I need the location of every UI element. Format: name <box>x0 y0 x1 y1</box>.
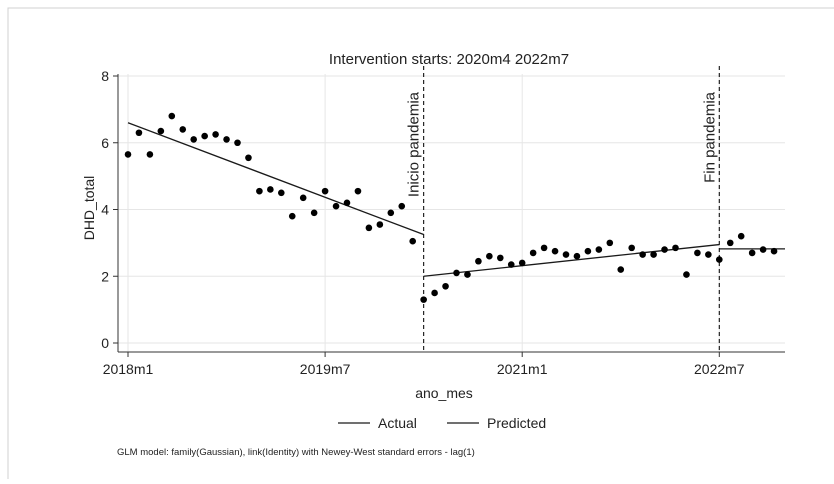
actual-point <box>267 186 274 193</box>
actual-point <box>343 199 351 207</box>
actual-point <box>551 247 559 255</box>
y-tick-label: 6 <box>101 135 109 151</box>
predicted-line-segment <box>127 122 424 236</box>
x-tick-label: 2021m1 <box>497 361 548 377</box>
actual-point <box>387 209 395 217</box>
x-tick-label: 2018m1 <box>103 361 154 377</box>
actual-point <box>288 212 296 220</box>
actual-point <box>146 151 154 158</box>
actual-point <box>234 139 241 147</box>
actual-point <box>310 209 318 217</box>
actual-point <box>770 247 778 255</box>
y-tick-label: 8 <box>101 68 109 84</box>
actual-point <box>212 131 219 138</box>
actual-point <box>573 252 581 260</box>
actual-point <box>595 246 603 253</box>
actual-point <box>683 271 690 278</box>
intervention-lines: Inicio pandemia Fin pandemia <box>406 66 720 352</box>
actual-point <box>628 244 635 252</box>
actual-point <box>354 187 362 195</box>
actual-point <box>332 202 340 210</box>
actual-point <box>639 251 646 258</box>
actual-point <box>562 251 570 258</box>
actual-point <box>584 247 592 255</box>
actual-point <box>431 289 438 297</box>
actual-point <box>540 244 548 252</box>
actual-point <box>475 257 482 265</box>
x-tick-label: 2022m7 <box>694 361 745 377</box>
x-axis-label: ano_mes <box>415 385 473 401</box>
actual-point <box>201 132 208 140</box>
actual-point <box>420 296 427 303</box>
actual-point <box>278 189 285 197</box>
actual-point <box>507 261 515 268</box>
axis-layer: 0 2 4 6 8 2018m1 2019m7 2021m1 2022m7 <box>101 68 785 377</box>
y-tick-label: 2 <box>101 268 109 284</box>
actual-point <box>453 269 460 277</box>
legend-actual-label: Actual <box>378 415 417 431</box>
actual-point <box>124 151 132 158</box>
x-tick-label: 2019m7 <box>300 361 351 377</box>
actual-point <box>190 136 197 143</box>
actual-point <box>606 239 614 247</box>
actual-point <box>398 202 406 210</box>
actual-point <box>299 194 307 202</box>
actual-point <box>223 136 230 143</box>
actual-point <box>409 237 417 245</box>
actual-point <box>661 246 668 253</box>
legend-predicted-label: Predicted <box>487 415 546 431</box>
actual-point <box>518 259 526 267</box>
actual-point <box>442 282 449 290</box>
actual-points-layer <box>124 112 778 303</box>
model-note: GLM model: family(Gaussian), link(Identi… <box>117 447 475 458</box>
actual-point <box>321 187 329 195</box>
actual-point <box>497 254 504 262</box>
actual-point <box>168 112 176 120</box>
actual-point <box>705 251 712 258</box>
actual-point <box>365 224 373 232</box>
actual-point <box>179 126 187 133</box>
y-tick-label: 0 <box>101 335 109 351</box>
legend: Actual Predicted <box>338 415 546 431</box>
actual-point <box>256 187 263 195</box>
actual-point <box>135 129 143 137</box>
actual-point <box>650 251 657 258</box>
actual-point <box>486 252 493 260</box>
predicted-line-segment <box>423 243 720 277</box>
actual-point <box>245 154 252 162</box>
actual-point <box>716 256 723 263</box>
actual-point <box>376 221 384 228</box>
actual-point <box>672 244 679 252</box>
actual-point <box>748 249 756 257</box>
actual-point <box>529 249 537 257</box>
actual-point <box>617 266 625 273</box>
intervention-label: Inicio pandemia <box>406 91 423 197</box>
actual-point <box>464 271 471 278</box>
y-tick-label: 4 <box>101 202 109 218</box>
chart-title: Intervention starts: 2020m4 2022m7 <box>329 51 569 68</box>
actual-point <box>157 127 165 135</box>
actual-point <box>737 232 745 240</box>
figure-border <box>7 7 834 484</box>
y-axis-label: DHD_total <box>81 176 97 241</box>
intervention-label: Fin pandemia <box>701 91 718 183</box>
grid-layer <box>118 74 785 352</box>
actual-point <box>726 239 734 247</box>
actual-point <box>694 249 701 257</box>
actual-point <box>759 246 767 253</box>
